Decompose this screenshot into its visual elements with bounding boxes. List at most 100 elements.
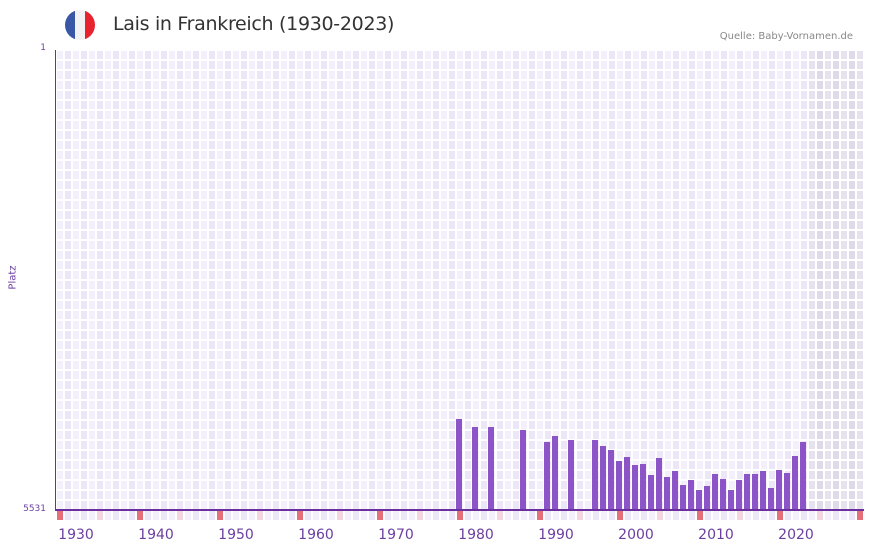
grid-cell bbox=[185, 281, 191, 289]
grid-cell bbox=[617, 451, 623, 459]
grid-cell bbox=[217, 181, 223, 189]
bar-2019[interactable] bbox=[784, 472, 790, 510]
grid-cell bbox=[809, 191, 815, 199]
grid-cell bbox=[497, 61, 503, 69]
grid-cell bbox=[385, 131, 391, 139]
bar-1989[interactable] bbox=[544, 442, 550, 510]
grid-cell bbox=[553, 381, 559, 389]
grid-cell bbox=[537, 221, 543, 229]
grid-cell bbox=[697, 201, 703, 209]
grid-cell bbox=[281, 111, 287, 119]
bar-2008[interactable] bbox=[696, 490, 702, 510]
grid-cell bbox=[641, 341, 647, 349]
grid-cell bbox=[121, 291, 127, 299]
grid-cell bbox=[425, 71, 431, 79]
grid-cell bbox=[601, 261, 607, 269]
grid-cell bbox=[353, 481, 359, 489]
grid-cell bbox=[297, 71, 303, 79]
bar-1999[interactable] bbox=[624, 457, 630, 510]
grid-cell bbox=[441, 131, 447, 139]
grid-cell bbox=[841, 281, 847, 289]
bar-2005[interactable] bbox=[672, 470, 678, 510]
grid-cell bbox=[161, 311, 167, 319]
grid-cell bbox=[633, 381, 639, 389]
grid-cell bbox=[721, 81, 727, 89]
grid-cell bbox=[649, 411, 655, 419]
grid-cell bbox=[193, 71, 199, 79]
grid-cell bbox=[529, 451, 535, 459]
grid-cell bbox=[849, 261, 855, 269]
bar-1992[interactable] bbox=[568, 439, 574, 510]
bar-2009[interactable] bbox=[704, 485, 710, 510]
grid-cell bbox=[545, 391, 551, 399]
grid-cell bbox=[577, 271, 583, 279]
grid-cell bbox=[169, 211, 175, 219]
grid-cell bbox=[649, 161, 655, 169]
bar-2000[interactable] bbox=[632, 464, 638, 510]
bar-2003[interactable] bbox=[656, 458, 662, 510]
grid-cell bbox=[105, 341, 111, 349]
bar-2020[interactable] bbox=[792, 456, 798, 510]
grid-cell bbox=[625, 411, 631, 419]
grid-cell bbox=[265, 391, 271, 399]
grid-cell bbox=[409, 461, 415, 469]
bar-2010[interactable] bbox=[712, 473, 718, 510]
grid-cell bbox=[385, 311, 391, 319]
bar-1997[interactable] bbox=[608, 450, 614, 510]
grid-cell bbox=[529, 61, 535, 69]
grid-cell bbox=[761, 331, 767, 339]
bar-2018[interactable] bbox=[776, 469, 782, 510]
grid-cell bbox=[193, 241, 199, 249]
bar-1982[interactable] bbox=[488, 426, 494, 510]
grid-cell bbox=[209, 111, 215, 119]
bar-2011[interactable] bbox=[720, 478, 726, 510]
bar-2021[interactable] bbox=[800, 442, 806, 510]
bar-1980[interactable] bbox=[472, 426, 478, 510]
bar-2013[interactable] bbox=[736, 479, 742, 510]
grid-cell bbox=[137, 91, 143, 99]
bar-2016[interactable] bbox=[760, 470, 766, 510]
grid-cell bbox=[401, 411, 407, 419]
bar-1996[interactable] bbox=[600, 446, 606, 510]
grid-cell bbox=[793, 401, 799, 409]
grid-cell bbox=[297, 181, 303, 189]
grid-cell bbox=[433, 111, 439, 119]
bar-1990[interactable] bbox=[552, 435, 558, 510]
grid-cell bbox=[481, 391, 487, 399]
grid-cell bbox=[281, 471, 287, 479]
grid-cell bbox=[137, 371, 143, 379]
bar-1995[interactable] bbox=[592, 439, 598, 510]
grid-cell bbox=[705, 221, 711, 229]
grid-cell bbox=[241, 141, 247, 149]
grid-cell bbox=[849, 351, 855, 359]
grid-cell bbox=[249, 201, 255, 209]
grid-cell bbox=[801, 161, 807, 169]
bar-2007[interactable] bbox=[688, 479, 694, 510]
grid-cell bbox=[217, 381, 223, 389]
grid-cell bbox=[337, 311, 343, 319]
grid-cell bbox=[537, 241, 543, 249]
grid-cell bbox=[809, 461, 815, 469]
bar-2002[interactable] bbox=[648, 474, 654, 510]
bar-1978[interactable] bbox=[456, 418, 462, 510]
bar-2006[interactable] bbox=[680, 484, 686, 510]
bar-2014[interactable] bbox=[744, 473, 750, 510]
grid-cell bbox=[289, 491, 295, 499]
grid-cell bbox=[169, 111, 175, 119]
bar-2012[interactable] bbox=[728, 490, 734, 510]
bar-1998[interactable] bbox=[616, 461, 622, 510]
grid-cell bbox=[81, 171, 87, 179]
grid-cell bbox=[265, 141, 271, 149]
bar-2004[interactable] bbox=[664, 476, 670, 510]
bar-1986[interactable] bbox=[520, 429, 526, 510]
grid-cell bbox=[417, 261, 423, 269]
bar-2001[interactable] bbox=[640, 464, 646, 510]
grid-cell bbox=[441, 281, 447, 289]
grid-cell bbox=[209, 301, 215, 309]
grid-cell bbox=[721, 321, 727, 329]
grid-cell bbox=[697, 241, 703, 249]
bar-2017[interactable] bbox=[768, 488, 774, 510]
grid-cell bbox=[305, 391, 311, 399]
grid-cell bbox=[433, 481, 439, 489]
bar-2015[interactable] bbox=[752, 473, 758, 510]
